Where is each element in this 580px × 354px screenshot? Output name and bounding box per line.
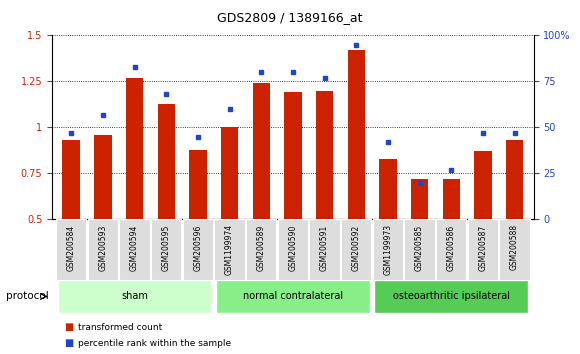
Bar: [151, 219, 182, 280]
Text: GSM1199974: GSM1199974: [225, 224, 234, 275]
Text: normal contralateral: normal contralateral: [243, 291, 343, 302]
Text: ■: ■: [64, 322, 73, 332]
Bar: [252, 83, 270, 312]
Text: percentile rank within the sample: percentile rank within the sample: [78, 339, 231, 348]
Bar: [347, 50, 365, 312]
Bar: [404, 219, 435, 280]
Text: GSM200593: GSM200593: [99, 224, 107, 271]
Text: GSM200592: GSM200592: [351, 224, 361, 270]
Text: GSM200586: GSM200586: [447, 224, 456, 270]
Bar: [375, 280, 528, 313]
Bar: [474, 152, 492, 312]
Text: GSM1199973: GSM1199973: [383, 224, 393, 275]
Bar: [216, 280, 369, 313]
Text: GSM200585: GSM200585: [415, 224, 424, 270]
Bar: [189, 149, 206, 312]
Bar: [58, 280, 211, 313]
Bar: [443, 179, 460, 312]
Text: GSM200588: GSM200588: [510, 224, 519, 270]
Bar: [506, 140, 523, 312]
Bar: [284, 92, 302, 312]
Bar: [341, 219, 371, 280]
Text: GSM200591: GSM200591: [320, 224, 329, 270]
Bar: [436, 219, 466, 280]
Text: GDS2809 / 1389166_at: GDS2809 / 1389166_at: [218, 11, 362, 24]
Text: GSM200584: GSM200584: [67, 224, 76, 270]
Text: GSM200589: GSM200589: [257, 224, 266, 270]
Bar: [119, 219, 150, 280]
Text: osteoarthritic ipsilateral: osteoarthritic ipsilateral: [393, 291, 510, 302]
Bar: [56, 219, 86, 280]
Bar: [126, 78, 143, 312]
Bar: [215, 219, 245, 280]
Bar: [88, 219, 118, 280]
Text: transformed count: transformed count: [78, 323, 162, 332]
Bar: [246, 219, 277, 280]
Bar: [316, 91, 334, 312]
Bar: [379, 159, 397, 312]
Bar: [158, 103, 175, 312]
Bar: [63, 140, 80, 312]
Bar: [499, 219, 530, 280]
Text: GSM200595: GSM200595: [162, 224, 171, 271]
Bar: [467, 219, 498, 280]
Bar: [183, 219, 213, 280]
Text: protocol: protocol: [6, 291, 49, 302]
Bar: [278, 219, 308, 280]
Bar: [373, 219, 403, 280]
Bar: [221, 127, 238, 312]
Bar: [309, 219, 340, 280]
Bar: [411, 179, 428, 312]
Text: ■: ■: [64, 338, 73, 348]
Text: GSM200590: GSM200590: [288, 224, 298, 271]
Text: GSM200587: GSM200587: [478, 224, 487, 270]
Bar: [94, 135, 111, 312]
Text: GSM200594: GSM200594: [130, 224, 139, 271]
Text: sham: sham: [121, 291, 148, 302]
Text: GSM200596: GSM200596: [193, 224, 202, 271]
